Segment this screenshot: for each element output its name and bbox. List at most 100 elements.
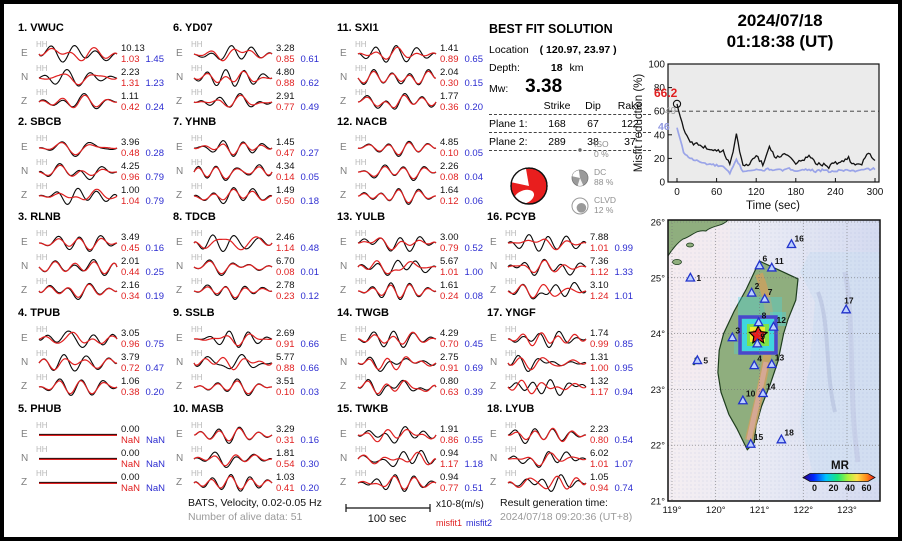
misfit1-value: 1.01 <box>440 267 459 278</box>
misfit-curves <box>676 103 876 176</box>
y-tick-label: 40 <box>654 130 666 141</box>
amplitude-value: 1.49 <box>276 185 295 196</box>
misfit1-value: 0.63 <box>440 387 459 398</box>
station-number-label: 3 <box>735 326 740 336</box>
waveform-trace <box>507 282 587 300</box>
station-triangle-marker <box>766 358 778 369</box>
component-label: Z <box>176 381 183 392</box>
misfit1-value: 0.50 <box>276 196 295 207</box>
waveform-trace <box>507 379 587 397</box>
channel-label: HH <box>355 158 367 167</box>
clvd-icon <box>571 197 589 214</box>
misfit2-value: 0.79 <box>145 172 165 183</box>
channel-label: HH <box>505 445 517 454</box>
epicenter-search-box <box>738 315 778 355</box>
component-label: E <box>176 142 183 153</box>
amplitude-value: 1.74 <box>590 328 609 339</box>
station-title: 10. MASB <box>173 403 224 415</box>
waveform-trace <box>38 163 118 181</box>
misfit1-value: 0.31 <box>276 435 295 446</box>
waveform-trace <box>38 282 118 300</box>
component-label: E <box>340 429 347 440</box>
trace-values: 1.32 1.17 0.94 <box>590 376 639 398</box>
component-label: N <box>21 166 29 177</box>
station-triangle-marker <box>766 261 778 272</box>
misfit1-legend: misfit1 <box>436 518 463 528</box>
waveform-trace <box>193 140 273 157</box>
component-label: E <box>176 48 183 59</box>
trace-values: 3.49 0.45 0.16 <box>121 232 170 254</box>
station-triangle-marker <box>737 394 749 405</box>
station-title: 5. PHUB <box>18 403 62 415</box>
trace-values: 2.69 0.91 0.66 <box>276 328 325 350</box>
waveform-row: N HH 2.23 1.31 1.23 <box>18 64 170 90</box>
waveform-trace <box>38 259 118 276</box>
waveform-trace <box>38 45 118 63</box>
amplitude-value: 0.00 <box>121 472 140 483</box>
channel-label: HH <box>505 229 517 238</box>
amplitude-value: 2.23 <box>590 424 609 435</box>
waveform-row: Z HH 1.00 1.04 0.79 <box>18 182 170 208</box>
channel-label: HH <box>36 349 48 358</box>
trace-values: 3.96 0.48 0.28 <box>121 137 170 159</box>
mw-value: 3.38 <box>525 76 563 97</box>
lat-tick-label: 22° <box>651 441 666 452</box>
station-number-label: 4 <box>757 353 762 363</box>
component-label: N <box>176 166 184 177</box>
trace-values: 2.78 0.23 0.12 <box>276 280 325 302</box>
lat-tick-label: 23° <box>651 385 666 396</box>
plane2-row: Plane 2: 289 38 37 <box>489 135 636 148</box>
station-number-label: 9 <box>760 332 765 342</box>
trace-values: 1.74 0.99 0.85 <box>590 328 639 350</box>
waveform-row: N HH 2.01 0.44 0.25 <box>18 253 170 279</box>
misfit1-value: NaN <box>121 435 141 446</box>
y-tick-label: 20 <box>654 154 666 165</box>
waveform-row: E HH 1.41 0.89 0.65 <box>337 40 489 66</box>
amplitude-value: 4.80 <box>276 67 295 78</box>
waveform-trace <box>38 330 118 348</box>
waveform-row: N HH 6.70 0.08 0.01 <box>173 253 325 279</box>
trace-values: 1.49 0.50 0.18 <box>276 185 325 207</box>
station-block: 7. YHNB E HH 1.45 0.47 0.27 N HH 4.34 0.14 0… <box>173 116 325 208</box>
station-title: 13. YULB <box>337 211 386 223</box>
channel-label: HH <box>36 158 48 167</box>
waveform-trace <box>507 450 587 468</box>
channel-label: HH <box>36 253 48 262</box>
station-number-label: 18 <box>784 428 794 438</box>
waveform-row: N HH 5.77 0.88 0.66 <box>173 349 325 375</box>
result-time-value: 2024/07/18 09:20:36 (UT+8) <box>500 511 633 523</box>
station-block: 10. MASB E HH 3.29 0.31 0.16 N HH 1.81 0.54… <box>173 403 325 495</box>
station-block: 18. LYUB E HH 2.23 0.80 0.54 N HH 6.02 1.01… <box>487 403 639 495</box>
waveform-row: E HH 2.69 0.91 0.66 <box>173 325 325 351</box>
station-title: 14. TWGB <box>337 307 389 319</box>
col-dip: Dip <box>585 99 601 112</box>
station-block: 3. RLNB E HH 3.49 0.45 0.16 N HH 2.01 0.44 0… <box>18 211 170 303</box>
channel-label: HH <box>355 40 367 49</box>
amplitude-value: 1.45 <box>276 137 295 148</box>
waveform-row: E HH 2.46 1.14 0.48 <box>173 229 325 255</box>
component-label: Z <box>340 190 347 201</box>
waveform-row: N HH 5.67 1.01 1.00 <box>337 253 489 279</box>
waveform-trace <box>507 427 587 444</box>
misfit1-value: NaN <box>121 483 141 494</box>
waveform-trace <box>507 474 587 492</box>
waveform-trace <box>357 164 437 181</box>
misfit2-value: NaN <box>146 435 166 446</box>
waveform-row: E HH 3.00 0.79 0.52 <box>337 229 489 255</box>
misfit2-value: 0.61 <box>300 54 320 65</box>
station-triangle-marker <box>776 433 787 444</box>
waveform-trace <box>38 141 118 157</box>
waveform-trace <box>193 68 273 87</box>
misfit2-value: 1.07 <box>614 459 634 470</box>
station-title: 3. RLNB <box>18 211 61 223</box>
channel-label: HH <box>36 373 48 382</box>
misfit2-value: 0.24 <box>145 102 165 113</box>
misfit1-value: 0.80 <box>590 435 609 446</box>
misfit1-value: 1.01 <box>590 459 609 470</box>
misfit2-value: 1.18 <box>464 459 484 470</box>
lon-tick-label: 123° <box>837 505 857 516</box>
channel-label: HH <box>191 373 203 382</box>
misfit2-value: 0.69 <box>464 363 484 374</box>
depth-value: 18 <box>550 62 563 74</box>
trace-values: 1.91 0.86 0.55 <box>440 424 489 446</box>
